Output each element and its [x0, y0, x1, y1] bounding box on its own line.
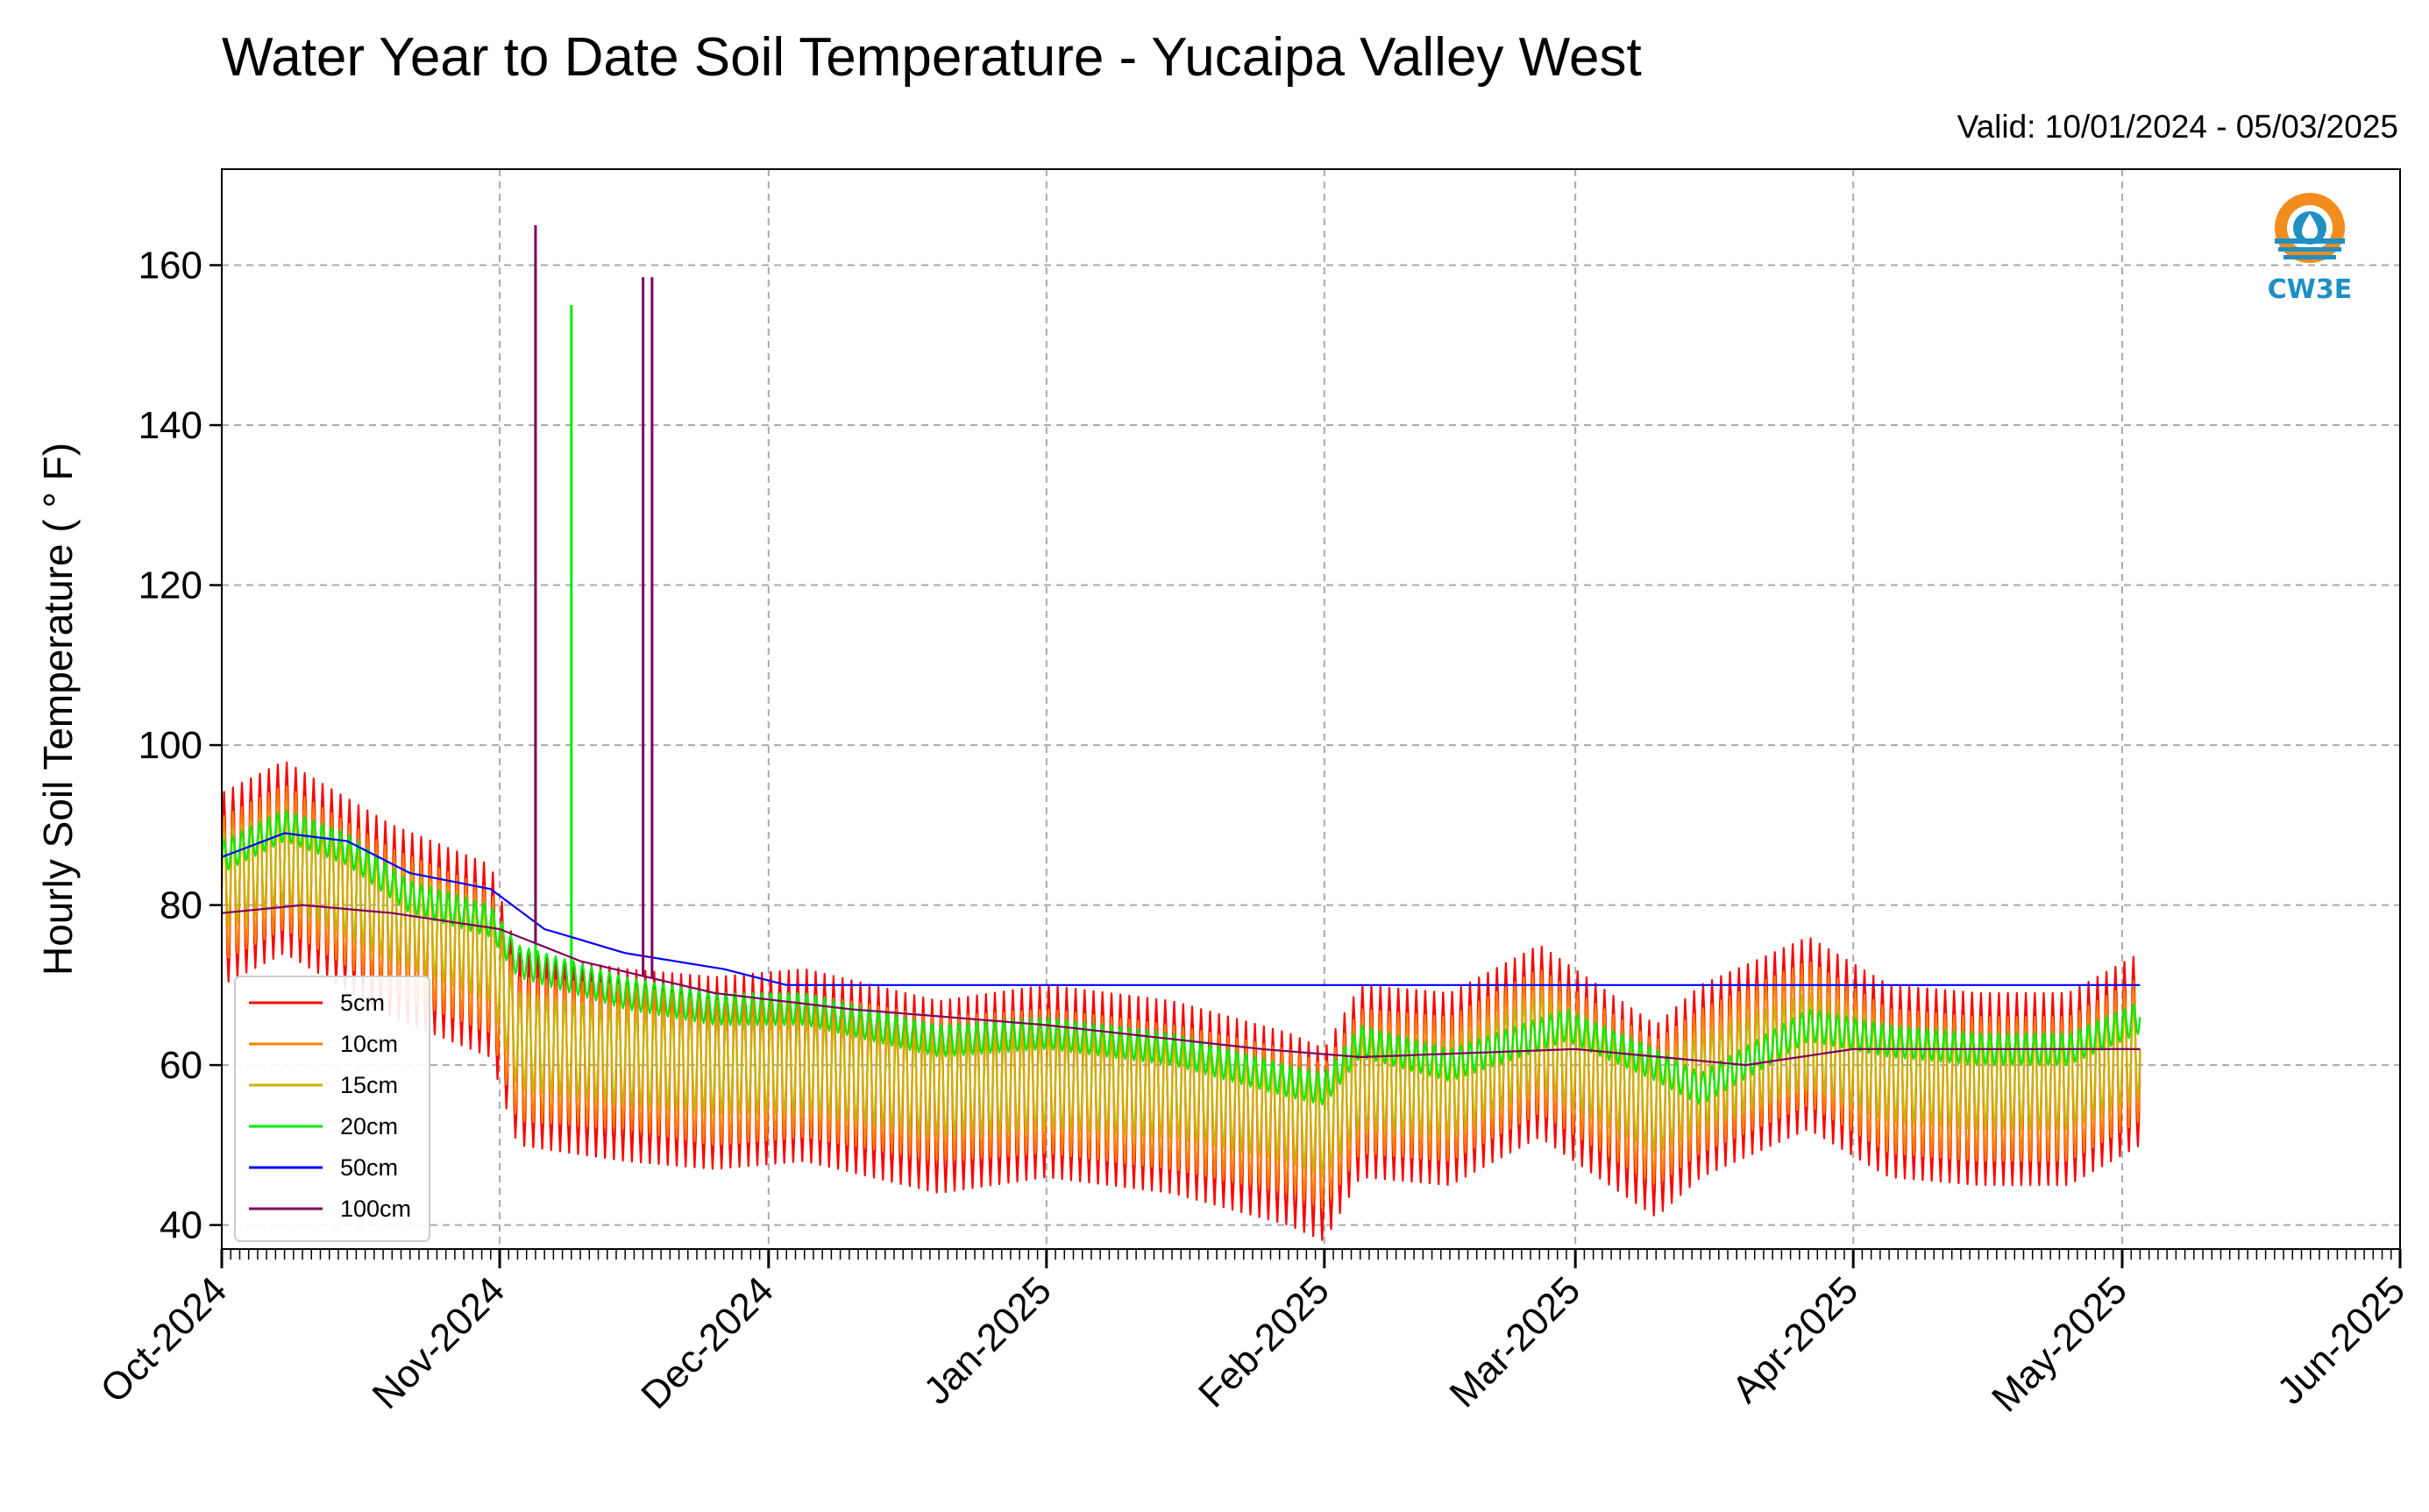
x-tick-label: Jun-2025: [2269, 1268, 2413, 1412]
legend-label: 50cm: [340, 1154, 398, 1181]
y-tick-label: 100: [138, 724, 202, 767]
x-tick-label: Jan-2025: [916, 1268, 1060, 1412]
series-line-20cm: [220, 809, 2141, 1106]
x-tick-label: Nov-2024: [365, 1268, 514, 1417]
legend-label: 10cm: [340, 1031, 398, 1057]
y-tick-label: 140: [138, 404, 202, 447]
x-tick-label: Oct-2024: [92, 1268, 235, 1411]
series-line-100cm: [221, 904, 2141, 1067]
series-line-50cm: [221, 832, 2141, 986]
y-tick-label: 160: [138, 245, 202, 287]
x-tick-label: Dec-2024: [633, 1268, 782, 1417]
legend-label: 15cm: [340, 1072, 398, 1098]
series-line-15cm: [220, 809, 2141, 1177]
plot-frame: [221, 168, 2401, 1250]
y-tick-label: 120: [138, 564, 202, 607]
y-tick-label: 60: [160, 1044, 202, 1087]
x-tick-label: Feb-2025: [1190, 1268, 1338, 1416]
x-tick-label: Mar-2025: [1441, 1268, 1588, 1416]
x-tick-label: May-2025: [1984, 1268, 2135, 1420]
y-axis-label: Hourly Soil Temperature ( ° F): [35, 443, 81, 976]
y-tick-label: 80: [160, 884, 202, 927]
legend-label: 20cm: [340, 1113, 398, 1139]
legend-label: 5cm: [340, 990, 385, 1016]
legend-label: 100cm: [340, 1196, 411, 1222]
chart-title: Water Year to Date Soil Temperature - Yu…: [222, 27, 1642, 88]
x-tick-label: Apr-2025: [1724, 1268, 1867, 1411]
cw3e-logo: CW3E: [2268, 193, 2352, 305]
y-tick-label: 40: [160, 1204, 202, 1247]
logo-label: CW3E: [2268, 274, 2352, 305]
chart-subtitle: Valid: 10/01/2024 - 05/03/2025: [1957, 109, 2398, 145]
